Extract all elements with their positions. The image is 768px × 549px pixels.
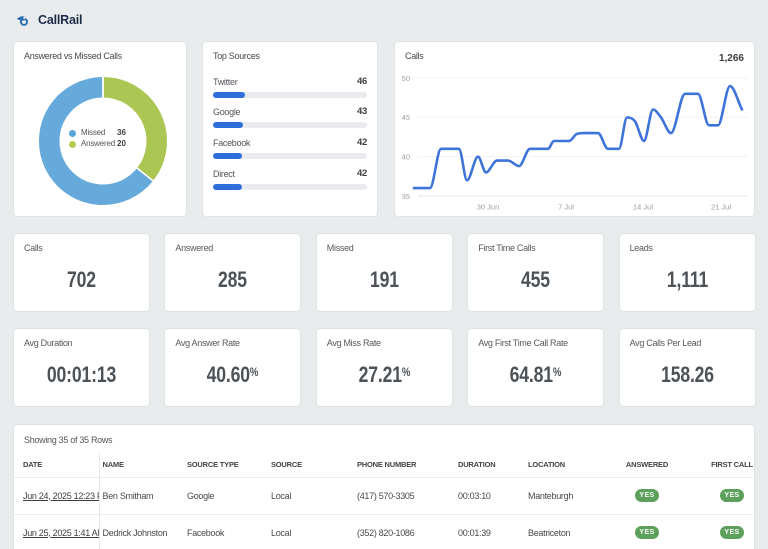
svg-text:14 Jul: 14 Jul (633, 203, 653, 212)
svg-text:21 Jul: 21 Jul (711, 203, 731, 212)
svg-text:30 Jun: 30 Jun (477, 203, 500, 212)
svg-text:35: 35 (402, 192, 410, 201)
svg-text:7 Jul: 7 Jul (558, 203, 574, 212)
svg-text:50: 50 (402, 74, 410, 83)
svg-text:45: 45 (402, 113, 410, 122)
svg-text:40: 40 (402, 152, 410, 161)
